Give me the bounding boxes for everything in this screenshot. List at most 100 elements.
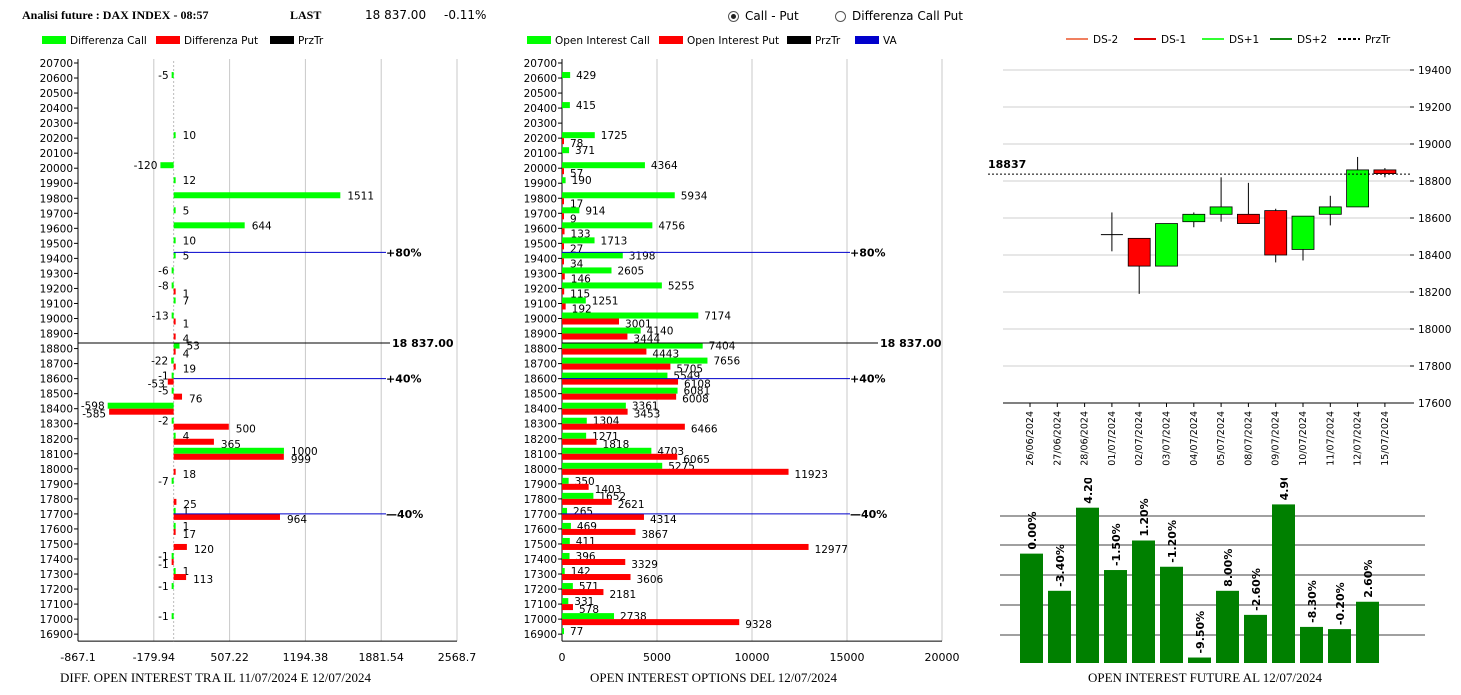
legend-label-2: DS+1 [1229,34,1259,46]
call-diff-label: 1 [183,521,190,533]
call-oi-label: 3198 [629,250,656,262]
y-tick-label: 17800 [1418,361,1451,373]
put-oi-label: 1403 [595,484,622,496]
put-diff-bar [173,528,176,535]
oi-future-label: -0.20% [1334,582,1347,625]
y-tick-label: 17600 [524,524,557,536]
legend-label-1: Open Interest Put [687,35,779,47]
put-diff-label: -1 [158,559,168,571]
put-diff-label: 76 [189,394,203,406]
put-oi-label: 5705 [676,364,703,376]
y-tick-label: 20200 [524,133,557,145]
legend-swatch-2 [270,36,294,44]
y-tick-label: 20100 [524,148,557,160]
call-diff-bar [171,372,174,379]
put-oi-bar [562,318,620,325]
call-diff-bar [173,447,284,454]
call-oi-label: 1271 [592,431,619,443]
y-tick-label: 19500 [524,238,557,250]
legend-swatch-2 [787,36,811,44]
oi-future-label: -1.50% [1110,523,1123,566]
call-oi-bar [562,598,569,605]
put-diff-label: 500 [236,424,256,436]
call-oi-bar [562,583,573,590]
put-oi-bar [562,423,685,430]
call-oi-bar [562,417,587,424]
x-tick-label: 04/07/2024 [1189,411,1200,466]
legend-swatch-1 [156,36,180,44]
oi-future-bar [1160,566,1183,663]
call-oi-bar [562,132,595,139]
y-tick-label: 17000 [524,614,557,626]
put-oi-bar [562,138,564,145]
put-diff-label: 17 [183,529,196,541]
call-diff-label: 5 [183,250,190,262]
x-tick-label: 5000 [643,651,671,664]
oi-future-bar [1328,629,1351,663]
y-tick-label: 20600 [524,73,557,85]
legend-swatch-1 [659,36,683,44]
call-oi-bar [562,357,708,364]
put-oi-bar [562,258,564,265]
call-diff-label: -22 [151,356,168,368]
call-diff-label: -598 [81,401,105,413]
call-diff-bar [173,252,176,259]
oi-future-label: 1.20% [1138,498,1151,536]
put-oi-label: 6008 [682,394,709,406]
put-diff-bar [173,288,176,295]
radio-differenza-call-put[interactable]: Differenza Call Put [835,9,963,23]
call-diff-bar [173,132,176,139]
radio-dot-call-put[interactable] [728,10,739,22]
put-diff-bar [173,453,284,460]
put-oi-bar [562,558,626,565]
x-tick-label: 26/06/2024 [1025,411,1036,466]
y-tick-label: 20700 [524,58,557,70]
call-oi-bar [562,552,570,559]
call-oi-bar [562,72,571,79]
level-label: —40% [850,508,887,521]
y-tick-label: 20300 [524,118,557,130]
put-diff-bar [173,318,176,325]
call-diff-bar [171,312,174,319]
put-oi-bar [562,483,589,490]
put-diff-label: 4 [183,334,190,346]
call-oi-label: 7656 [713,356,740,368]
call-diff-label: 10 [183,130,196,142]
candle-body [1209,206,1233,215]
oi-future-bar [1104,570,1127,663]
y-tick-label: 18600 [524,374,557,386]
y-tick-label: 18000 [524,464,557,476]
y-tick-label: 18400 [1418,250,1451,262]
call-diff-bar [171,477,174,484]
legend-label-2: PrzTr [815,35,841,47]
radio-dot-differenza[interactable] [835,10,846,22]
oi-future-bar [1048,590,1071,663]
call-diff-bar [171,72,174,79]
call-diff-bar [173,522,176,529]
price-line-label: 18 837.00 [880,337,942,350]
call-diff-bar [171,583,174,590]
call-oi-label: 914 [585,205,605,217]
put-oi-label: 3867 [641,529,668,541]
put-oi-label: 133 [571,228,591,240]
y-tick-label: 18600 [40,374,73,386]
call-oi-bar [562,327,641,334]
y-tick-label: 17200 [40,584,73,596]
put-oi-label: 3001 [625,319,652,331]
call-oi-bar [562,102,570,109]
call-oi-label: 190 [572,175,592,187]
put-oi-label: 4314 [650,514,677,526]
call-oi-bar [562,192,675,199]
oi-future-bar [1132,540,1155,663]
radio-call-put[interactable]: Call - Put [728,9,799,23]
oi-future-label: -1.20% [1166,520,1179,563]
legend-label-0: DS-2 [1093,34,1118,46]
y-tick-label: 18800 [1418,176,1451,188]
y-tick-label: 18800 [40,344,73,356]
call-oi-label: 1713 [601,235,628,247]
y-tick-label: 19100 [524,298,557,310]
call-oi-bar [562,207,580,214]
x-tick-label: 20000 [925,651,960,664]
put-oi-bar [562,408,628,415]
x-tick-label: 11/07/2024 [1325,411,1336,466]
